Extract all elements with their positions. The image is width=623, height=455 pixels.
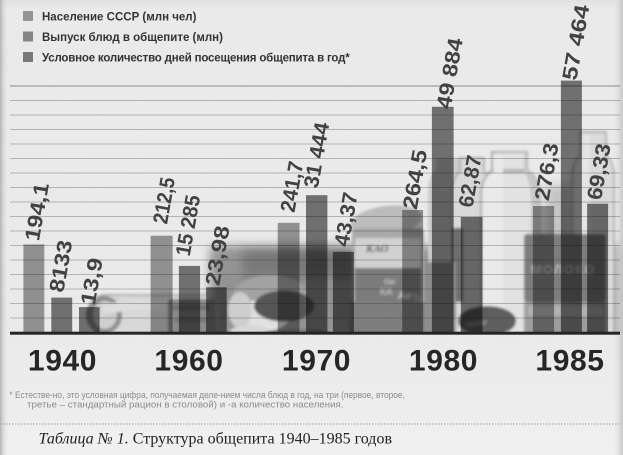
svg-text:1985: 1985 <box>535 345 604 378</box>
svg-text:Условное количество дней посещ: Условное количество дней посещения общеп… <box>42 53 350 65</box>
svg-text:Население СССР (млн чел): Население СССР (млн чел) <box>42 12 197 24</box>
svg-text:1970: 1970 <box>282 345 351 378</box>
svg-text:третье – стандартный рацион в: третье – стандартный рацион в столовой) … <box>27 399 344 409</box>
svg-text:1960: 1960 <box>154 345 223 378</box>
svg-text:* Естестве-но, это условная ци: * Естестве-но, это условная цифра, получ… <box>9 390 405 400</box>
svg-text:1940: 1940 <box>28 345 97 378</box>
svg-text:Таблица № 1. Структура общепит: Таблица № 1. Структура общепита 1940–198… <box>39 431 393 448</box>
svg-text:Выпуск блюд в общепите (млн): Выпуск блюд в общепите (млн) <box>42 32 223 44</box>
svg-text:1980: 1980 <box>409 345 478 378</box>
